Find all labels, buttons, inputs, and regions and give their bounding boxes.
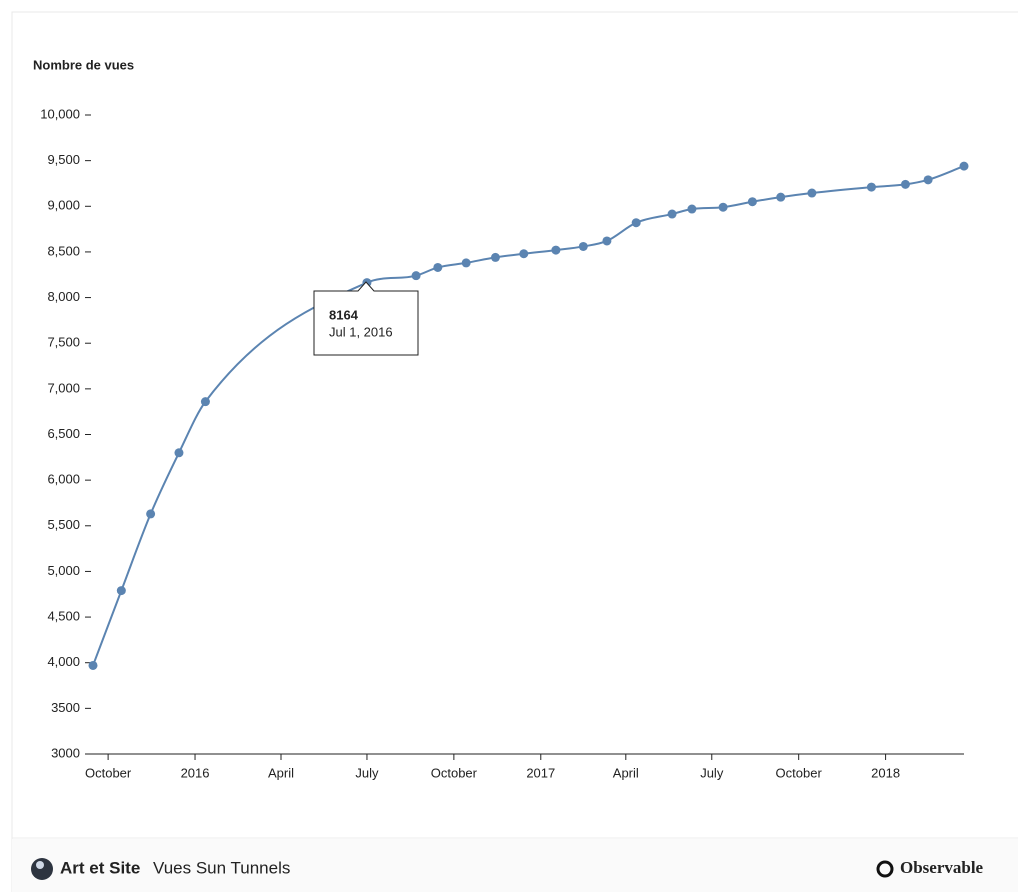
point (411, 271, 421, 281)
avatar (31, 858, 53, 880)
point (667, 209, 677, 219)
point (631, 218, 641, 228)
point (88, 660, 98, 670)
x-tick-label: October (431, 765, 478, 780)
y-tick-label: 6,500 (47, 426, 80, 441)
tooltip-value: 8164 (329, 307, 359, 322)
point (900, 179, 910, 189)
y-tick-label: 9,000 (47, 198, 80, 213)
y-tick-label: 3500 (51, 700, 80, 715)
y-tick-label: 10,000 (40, 106, 80, 121)
point (174, 448, 184, 458)
point (490, 252, 500, 262)
point (551, 245, 561, 255)
observable-logo[interactable] (876, 860, 894, 878)
point (776, 192, 786, 202)
y-axis-label: Nombre de vues (33, 57, 134, 72)
point (718, 202, 728, 212)
avatar-moon (36, 861, 44, 869)
x-tick-label: 2016 (181, 765, 210, 780)
point (116, 586, 126, 596)
tooltip-date: Jul 1, 2016 (329, 324, 393, 339)
point (602, 236, 612, 246)
point (461, 258, 471, 268)
point (923, 175, 933, 185)
y-tick-label: 9,500 (47, 152, 80, 167)
x-tick-label: October (776, 765, 823, 780)
y-tick-label: 7,000 (47, 380, 80, 395)
y-tick-label: 8,000 (47, 289, 80, 304)
y-tick-label: 8,500 (47, 243, 80, 258)
point (807, 188, 817, 198)
x-tick-label: April (613, 765, 639, 780)
y-tick-label: 5,000 (47, 563, 80, 578)
point (200, 397, 210, 407)
tooltip-box (313, 281, 419, 356)
y-tick-label: 4,000 (47, 654, 80, 669)
y-tick-label: 3000 (51, 745, 80, 760)
plot: 3000 3500 4,000 4,500 5,000 5,500 6,000 6,500 7,… (40, 106, 969, 780)
footer-title[interactable]: Vues Sun Tunnels (153, 858, 290, 877)
point (687, 204, 697, 214)
y-tick-label: 6,000 (47, 472, 80, 487)
point (433, 262, 443, 272)
point (519, 249, 529, 259)
x-tick-label: July (355, 765, 379, 780)
y-tick-label: 7,500 (47, 335, 80, 350)
point (578, 241, 588, 251)
x-tick-label: April (268, 765, 294, 780)
card (11, 11, 1018, 892)
x-tick-label: July (700, 765, 724, 780)
y-tick-label: 5,500 (47, 517, 80, 532)
y-tick-label: 4,500 (47, 609, 80, 624)
footer-brand[interactable]: Observable (900, 858, 984, 877)
footer-bg (12, 839, 1018, 892)
point (146, 509, 156, 519)
point (866, 182, 876, 192)
point (747, 197, 757, 207)
point (959, 161, 969, 171)
x-tick-label: 2018 (871, 765, 900, 780)
x-tick-label: October (85, 765, 132, 780)
x-tick-label: 2017 (526, 765, 555, 780)
footer-author[interactable]: Art et Site (60, 858, 140, 877)
